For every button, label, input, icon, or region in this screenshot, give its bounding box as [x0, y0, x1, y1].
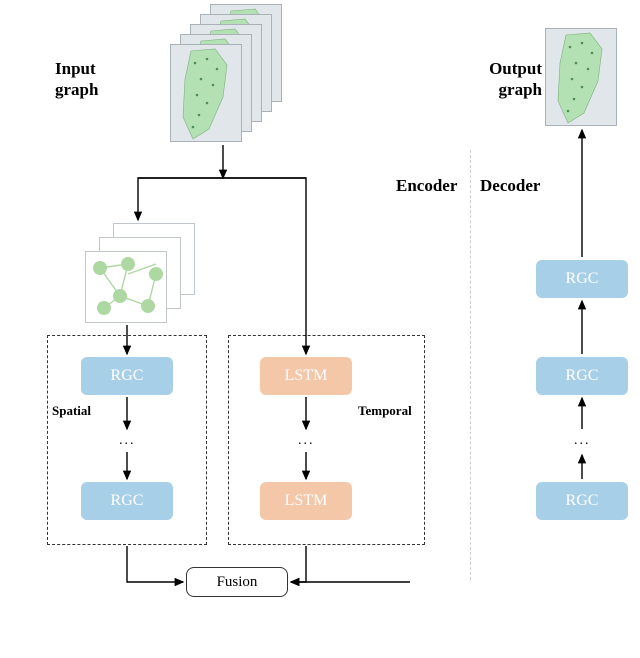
input-graph-label-line1: Input	[55, 59, 96, 78]
temporal-lstm-block-2: LSTM	[260, 482, 352, 520]
input-graph-label: Input graph	[55, 58, 98, 101]
temporal-label: Temporal	[358, 403, 412, 419]
spatial-rgc-block-2: RGC	[81, 482, 173, 520]
temporal-lstm-block-1: LSTM	[260, 357, 352, 395]
graph-tile	[85, 251, 167, 323]
decoder-rgc-block-1: RGC	[536, 482, 628, 520]
output-map-tile	[545, 28, 617, 126]
output-graph-label-line1: Output	[489, 59, 542, 78]
output-graph-label: Output graph	[480, 58, 542, 101]
input-graph-label-line2: graph	[55, 80, 98, 99]
spatial-label: Spatial	[52, 403, 91, 419]
spatial-dots: ...	[119, 433, 136, 449]
encoder-label: Encoder	[396, 176, 457, 196]
temporal-dots: ...	[298, 433, 315, 449]
decoder-label: Decoder	[480, 176, 540, 196]
fusion-block: Fusion	[186, 567, 288, 597]
output-graph-label-line2: graph	[499, 80, 542, 99]
decoder-rgc-block-3: RGC	[536, 260, 628, 298]
decoder-dots: ...	[574, 433, 591, 449]
encoder-decoder-divider	[470, 150, 471, 580]
input-map-tile	[170, 44, 242, 142]
spatial-rgc-block-1: RGC	[81, 357, 173, 395]
decoder-rgc-block-2: RGC	[536, 357, 628, 395]
